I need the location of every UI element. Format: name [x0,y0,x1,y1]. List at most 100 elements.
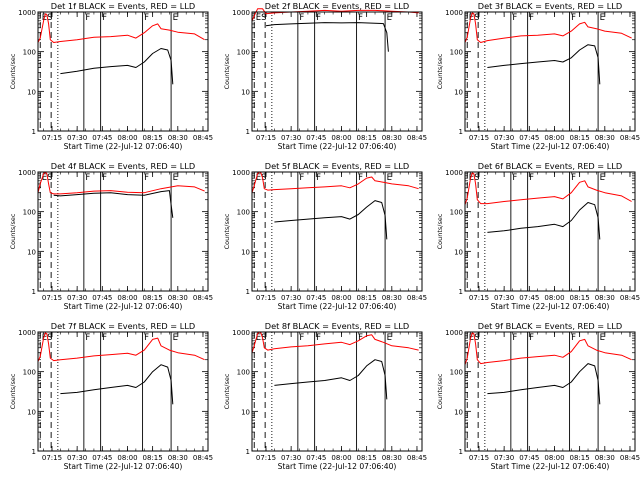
chart-panel-8: Det 8f BLACK = Events, RED = LLD Counts/s… [223,321,427,471]
x-tick-label: 08:45 [620,134,640,142]
time-marker-label: F [85,13,90,23]
chart-title: Det 3f BLACK = Events, RED = LLD [478,1,622,11]
time-marker-label: ES [256,173,267,183]
x-tick-label: 08:15 [570,134,590,142]
plot-frame [464,11,636,132]
time-marker-label: F [571,13,576,23]
x-axis-label: Start Time (22-Jul-12 07:06:40) [64,462,183,471]
series-line-red [464,332,632,365]
y-tick-label: 1000 [18,329,36,337]
plot-frame [251,331,423,452]
time-marker-label: F [529,333,534,343]
y-axis-label: Counts/sec [436,213,444,249]
series-line-black [265,22,389,52]
time-marker-label: F [102,13,107,23]
x-tick-label: 07:30 [67,454,87,462]
time-marker-label: F [529,13,534,23]
plot-frame [464,331,636,452]
series-line-red [37,332,205,362]
x-tick-label: 08:00 [117,134,137,142]
time-marker-label: E [173,13,178,23]
plot-frame [37,11,209,132]
x-tick-label: 08:15 [143,454,163,462]
time-marker-label: F [144,333,149,343]
y-tick-label: 1 [246,128,250,136]
time-marker-label: F [316,13,321,23]
y-tick-label: 1000 [232,169,250,177]
y-tick-label: 1 [459,288,463,296]
time-marker-label: F [299,173,304,183]
time-marker-label: F [85,333,90,343]
series-line-black [53,190,174,218]
y-tick-label: 1000 [18,9,36,17]
series-line-red [37,171,205,195]
time-marker-label: F [571,333,576,343]
x-tick-label: 07:15 [469,294,489,302]
x-tick-label: 07:15 [42,134,62,142]
x-tick-label: 08:30 [595,294,615,302]
x-tick-label: 07:15 [42,294,62,302]
x-tick-label: 08:30 [168,294,188,302]
x-tick-label: 08:15 [570,294,590,302]
y-tick-label: 100 [450,49,463,57]
time-marker-label: F [571,173,576,183]
x-tick-label: 07:15 [256,454,276,462]
series-line-red [37,13,205,43]
y-tick-label: 10 [454,408,463,416]
time-marker-label: F [102,173,107,183]
x-tick-label: 08:45 [620,454,640,462]
time-marker-label: F [299,13,304,23]
x-tick-label: 07:45 [519,294,539,302]
x-tick-label: 07:15 [469,134,489,142]
chart-title: Det 1f BLACK = Events, RED = LLD [51,1,195,11]
y-tick-label: 10 [27,408,36,416]
series-line-black [274,359,388,400]
plot-frame [37,171,209,292]
y-tick-label: 1000 [445,329,463,337]
y-tick-label: 1 [32,128,36,136]
y-tick-label: 1000 [232,9,250,17]
time-marker-label: E [600,13,605,23]
series-line-black [60,364,174,405]
x-tick-label: 08:30 [595,134,615,142]
chart-panel-4: Det 4f BLACK = Events, RED = LLD Counts/s… [9,161,213,311]
y-tick-label: 100 [237,49,250,57]
y-axis-label: Counts/sec [9,53,17,89]
x-tick-label: 07:45 [519,454,539,462]
time-marker-label: E [173,333,178,343]
plot-frame [464,171,636,292]
y-tick-label: 100 [23,369,36,377]
x-axis-label: Start Time (22-Jul-12 07:06:40) [491,142,610,151]
series-line-red [464,172,632,205]
series-line-black [487,202,601,240]
y-tick-label: 10 [241,408,250,416]
time-marker-label: E [600,173,605,183]
y-axis-label: Counts/sec [436,373,444,409]
x-tick-label: 07:15 [42,454,62,462]
x-tick-label: 08:00 [117,454,137,462]
time-marker-label: F [512,333,517,343]
x-tick-label: 07:45 [92,454,112,462]
series-line-red [251,331,419,353]
x-tick-label: 08:00 [544,134,564,142]
series-line-red [251,171,419,193]
y-axis-label: Counts/sec [9,213,17,249]
y-tick-label: 1000 [445,9,463,17]
time-marker-label: E [600,333,605,343]
y-tick-label: 1000 [232,329,250,337]
y-tick-label: 10 [241,88,250,96]
time-marker-label: E [387,173,392,183]
y-tick-label: 10 [454,248,463,256]
x-axis-label: Start Time (22-Jul-12 07:06:40) [491,302,610,311]
x-tick-label: 08:15 [143,294,163,302]
y-tick-label: 10 [27,88,36,96]
chart-title: Det 5f BLACK = Events, RED = LLD [265,161,409,171]
y-tick-label: 10 [454,88,463,96]
chart-title: Det 7f BLACK = Events, RED = LLD [51,321,195,331]
plot-frame [251,171,423,292]
plot-frame [37,331,209,452]
y-tick-label: 1 [459,128,463,136]
time-marker-label: F [102,333,107,343]
time-marker-label: E [387,13,392,23]
